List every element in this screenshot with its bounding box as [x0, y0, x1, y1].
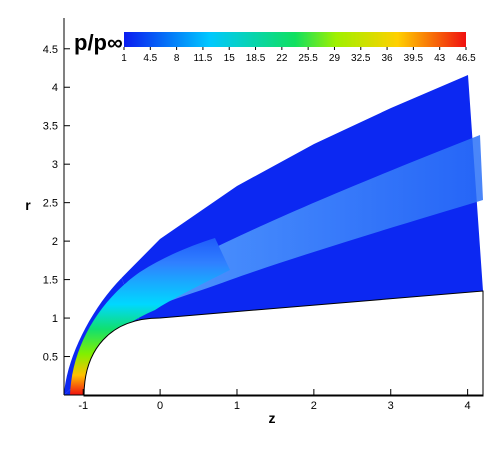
colorbar-title: p/p∞	[74, 30, 123, 55]
colorbar-tick-label: 1	[121, 53, 127, 64]
contour-field	[64, 75, 484, 397]
x-tick-label: -1	[78, 400, 88, 412]
x-tick-label: 3	[388, 400, 394, 412]
colorbar-tick-label: 11.5	[194, 53, 213, 64]
colorbar-tick-label: 25.5	[298, 53, 318, 64]
colorbar-tick-label: 18.5	[246, 53, 266, 64]
y-tick-label: 0.5	[43, 352, 58, 364]
colorbar	[124, 32, 466, 47]
stagnation-layer	[70, 238, 230, 395]
y-tick-label: 2	[52, 236, 58, 248]
colorbar-tick-label: 22	[276, 53, 288, 64]
colorbar-tick-label: 32.5	[351, 53, 371, 64]
x-tick-label: 1	[234, 400, 240, 412]
body	[83, 290, 484, 397]
x-tick-label: 4	[465, 400, 471, 412]
colorbar-tick-label: 36	[382, 53, 394, 64]
y-tick-label: 3	[52, 159, 58, 171]
y-tick-label: 1	[52, 313, 58, 325]
colorbar-tick-label: 4.5	[143, 53, 157, 64]
colorbar-tick-label: 8	[174, 53, 180, 64]
x-tick-label: 2	[311, 400, 317, 412]
colorbar-tick-label: 46.5	[456, 53, 476, 64]
x-axis-label: z	[269, 410, 276, 426]
mid-layer	[100, 135, 483, 380]
y-tick-label: 4.5	[43, 44, 58, 56]
y-tick-label: 1.5	[43, 275, 58, 287]
y-tick-label: 3.5	[43, 121, 58, 133]
colorbar-tick-label: 39.5	[404, 53, 424, 64]
colorbar-tick-label: 29	[329, 53, 341, 64]
colorbar-tick-label: 43	[434, 53, 446, 64]
y-tick-label: 2.5	[43, 198, 58, 210]
x-tick-label: 0	[157, 400, 163, 412]
y-tick-label: 4	[52, 82, 58, 94]
colorbar-tick-label: 15	[224, 53, 236, 64]
y-axis-label: r	[25, 197, 31, 213]
